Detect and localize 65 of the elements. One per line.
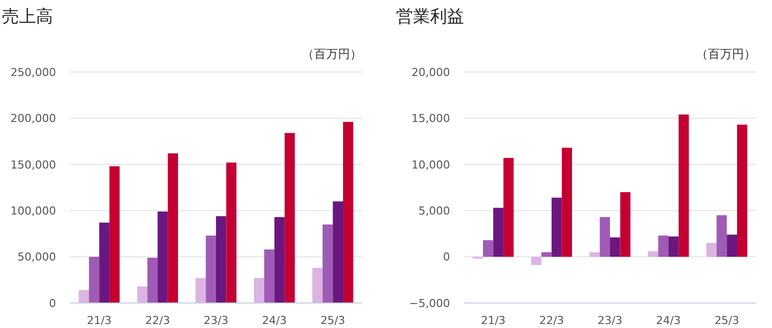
x-tick-label: 22/3 (145, 314, 170, 327)
bar (658, 236, 668, 257)
bar (726, 234, 738, 257)
x-tick-label: 25/3 (320, 314, 346, 327)
y-tick-label: 100,000 (10, 204, 56, 218)
bar (206, 236, 216, 303)
chart-title: 売上高 (2, 7, 53, 27)
bar (706, 242, 717, 257)
x-tick-label: 24/3 (262, 314, 287, 327)
y-tick-label: 50,000 (18, 250, 56, 264)
bar (541, 252, 552, 257)
bar (147, 258, 158, 303)
bar (737, 124, 748, 257)
bar (322, 224, 333, 303)
bar (493, 208, 504, 257)
y-tick-label: −5,000 (409, 296, 450, 310)
y-tick-label: 5,000 (418, 204, 450, 218)
y-tick-label: 150,000 (10, 158, 56, 172)
bar (343, 122, 354, 303)
bar (590, 252, 600, 257)
bar (196, 278, 206, 303)
x-tick-label: 23/3 (204, 314, 228, 327)
bar (610, 237, 620, 257)
bar (78, 290, 89, 303)
bar (716, 215, 727, 257)
x-tick-label: 21/3 (86, 314, 112, 327)
bar (531, 256, 542, 266)
y-tick-label: 250,000 (10, 66, 56, 79)
bar (168, 153, 178, 303)
bar (482, 240, 494, 257)
bar (264, 249, 274, 303)
bar (274, 217, 285, 303)
bar (620, 192, 630, 257)
bar (562, 148, 572, 257)
bar (600, 217, 610, 257)
text: （百万円） (696, 47, 756, 61)
x-tick-label: 21/3 (480, 314, 506, 327)
text: （百万円） (302, 47, 362, 61)
bar (503, 158, 514, 257)
bar (109, 166, 120, 303)
bar (254, 278, 264, 303)
bar (99, 222, 110, 303)
y-tick-label: 10,000 (412, 158, 450, 172)
x-tick-label: 24/3 (656, 314, 681, 327)
y-tick-label: 0 (49, 296, 56, 310)
bar (648, 251, 658, 257)
bar (88, 256, 100, 303)
y-tick-label: 15,000 (412, 112, 450, 126)
y-tick-label: 200,000 (10, 112, 56, 126)
bar (312, 268, 323, 303)
bar (678, 114, 689, 257)
chart-title: 営業利益 (396, 7, 464, 27)
y-tick-label: 20,000 (412, 66, 450, 79)
bar (284, 132, 295, 303)
x-tick-label: 25/3 (714, 314, 740, 327)
bar (668, 236, 679, 257)
bar (216, 216, 226, 303)
bar (226, 162, 236, 303)
x-tick-label: 22/3 (539, 314, 564, 327)
bar (552, 198, 562, 257)
bar (158, 212, 168, 303)
bar (137, 286, 148, 303)
bar (332, 201, 344, 303)
y-tick-label: 0 (443, 250, 450, 264)
x-tick-label: 23/3 (598, 314, 622, 327)
